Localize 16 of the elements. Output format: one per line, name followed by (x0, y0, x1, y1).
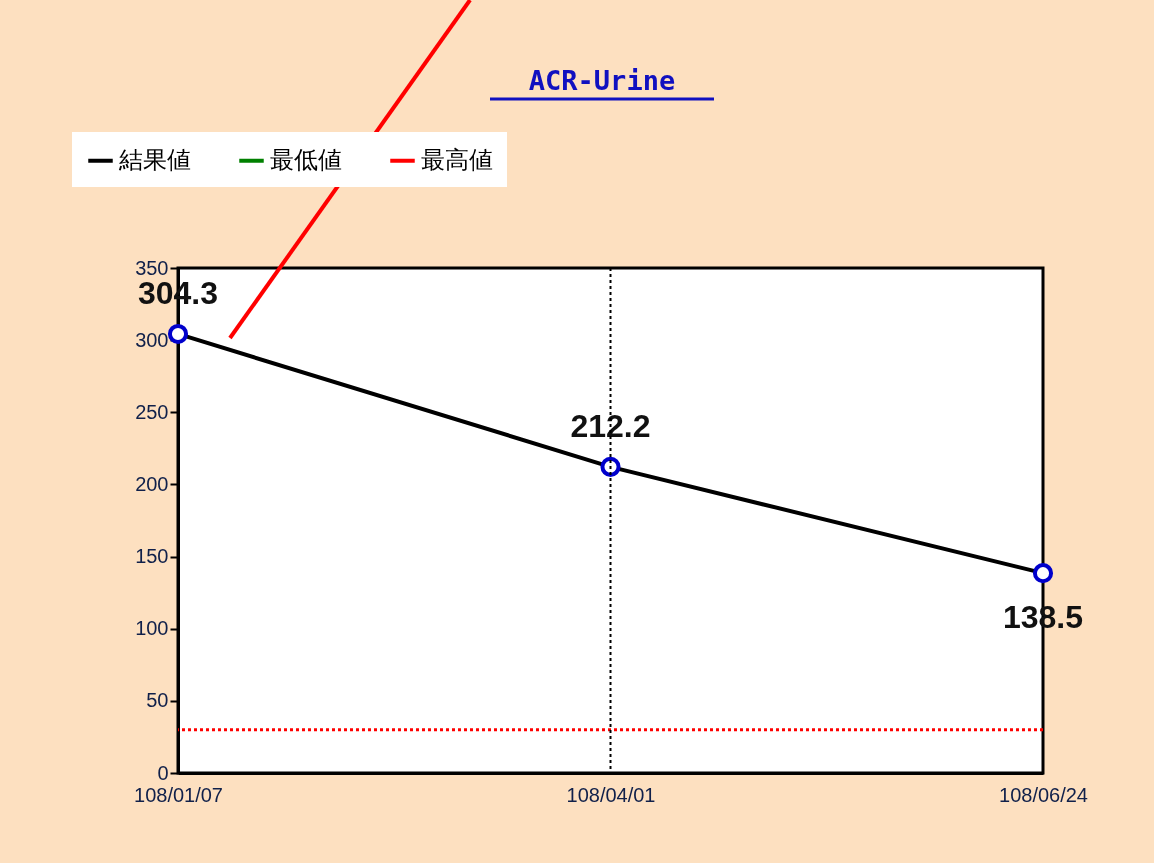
legend-label: 最高値 (421, 145, 493, 173)
data-label: 212.2 (570, 407, 651, 444)
y-tick-label: 150 (135, 545, 169, 568)
text: 最低値 (270, 145, 342, 173)
x-tick-label: 108/04/01 (566, 783, 656, 806)
y-tick-label: 100 (135, 617, 169, 640)
y-tick-label: 300 (135, 328, 169, 351)
y-tick-label: 50 (146, 689, 169, 712)
x-tick-label: 108/01/07 (134, 783, 223, 806)
y-tick-label: 200 (135, 472, 169, 495)
y-tick-label: 0 (157, 761, 169, 784)
y-tick-label: 350 (135, 256, 169, 279)
chart-title: ACR-Urine (528, 65, 676, 96)
legend-label: 結果値 (118, 145, 191, 173)
x-tick-label: 108/06/24 (999, 783, 1088, 806)
y-tick-label: 250 (135, 400, 169, 423)
